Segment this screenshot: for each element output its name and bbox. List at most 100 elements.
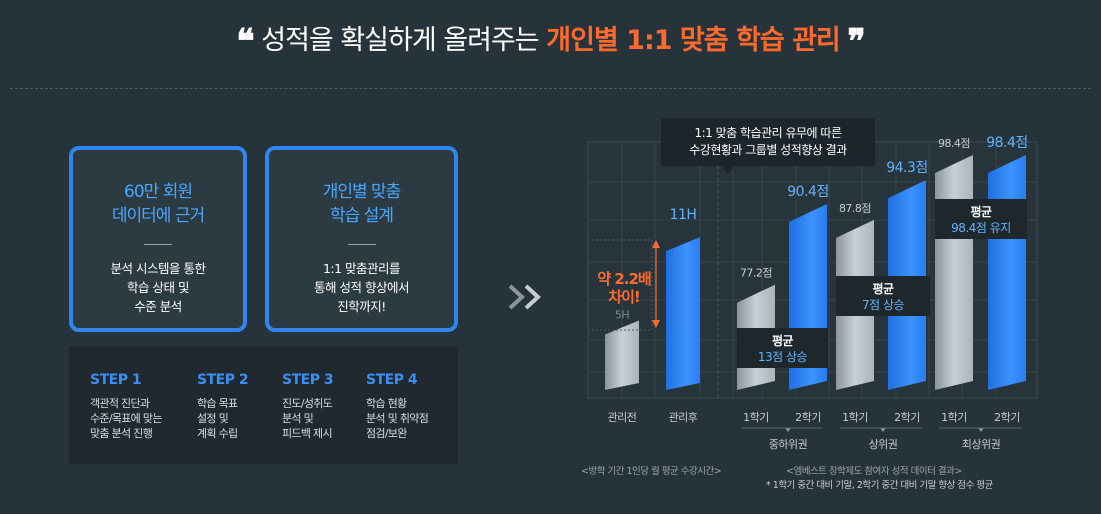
step-line: 설정 및 <box>197 412 229 425</box>
step-line: 맞춤 분석 진행 <box>90 427 153 440</box>
double-chevron-right-icon <box>508 284 541 310</box>
x-tick-label: 관리후 <box>669 411 698 424</box>
step-line: 분석 및 <box>282 412 314 425</box>
x-tick-label: 관리전 <box>608 411 637 424</box>
step-line: 분석 및 취약점 <box>366 412 429 425</box>
card-title-line: 학습 설계 <box>330 206 394 226</box>
x-tick-label: 2학기 <box>994 411 1020 424</box>
bar-value-label: 98.4점 <box>938 137 970 150</box>
callout-top: 평균 98.4점 유지 <box>935 199 1027 239</box>
gap-label: 약 2.2배 차이! <box>596 270 652 306</box>
card-desc-line: 1:1 맞춤관리를 <box>322 261 401 276</box>
callout-upper: 평균 7점 상승 <box>836 276 930 316</box>
step-4: STEP 4 학습 현황 분석 및 취약점 점검/보완 <box>366 372 429 441</box>
callout-value: 98.4점 유지 <box>951 221 1011 235</box>
card-description: 1:1 맞춤관리를 통해 성적 향상에서 진학까지! <box>269 259 454 316</box>
chart-title-bubble: 1:1 맞춤 학습관리 유무에 따른 수강현황과 그룹별 성적향상 결과 <box>661 118 875 166</box>
bar-value-label: 77.2점 <box>740 267 772 280</box>
card-title-line: 60만 회원 <box>124 182 193 202</box>
steps-panel: STEP 1 객관적 진단과 수준/목표에 맞는 맞춤 분석 진행 STEP 2… <box>69 346 458 464</box>
bar-value-label: 87.8점 <box>839 202 871 215</box>
step-label: STEP 3 <box>282 372 334 388</box>
x-tick-label: 2학기 <box>894 411 920 424</box>
step-2: STEP 2 학습 목표 설정 및 계획 수립 <box>197 372 249 441</box>
step-3: STEP 3 진도/성취도 분석 및 피드백 제시 <box>282 372 334 441</box>
headline-accent: 개인별 1:1 맞춤 학습 관리 <box>546 25 841 56</box>
card-desc-line: 통해 성적 향상에서 <box>314 280 409 295</box>
close-quote-icon: ❞ <box>847 22 865 62</box>
callout-title: 평균 <box>970 205 992 219</box>
callout-value: 13점 상승 <box>757 350 808 364</box>
bar-score-최상위권-1학기 <box>935 154 973 390</box>
step-label: STEP 2 <box>197 372 249 388</box>
step-label: STEP 1 <box>90 372 142 388</box>
step-text: 학습 현황 분석 및 취약점 점검/보완 <box>366 396 429 441</box>
bar-score-최상위권-2학기 <box>988 154 1026 390</box>
x-tick-label: 1학기 <box>743 411 769 424</box>
bar-value-label: 5H <box>615 309 629 322</box>
bar-hours-관리전 <box>605 320 639 390</box>
gap-arrow-down-icon <box>652 320 660 328</box>
step-text: 진도/성취도 분석 및 피드백 제시 <box>282 396 333 441</box>
gap-label-line: 약 2.2배 <box>597 270 651 288</box>
card-title: 개인별 맞춤 학습 설계 <box>269 180 454 228</box>
card-separator <box>144 244 172 245</box>
group-label: 상위권 <box>869 438 898 451</box>
callout-lower-mid: 평균 13점 상승 <box>737 328 828 368</box>
step-line: 계획 수립 <box>197 427 238 440</box>
bar-value-label: 94.3점 <box>886 160 928 176</box>
card-desc-line: 진학까지! <box>337 299 386 314</box>
step-line: 진도/성취도 <box>282 397 333 410</box>
card-title: 60만 회원 데이터에 근거 <box>73 180 243 228</box>
x-tick-label: 1학기 <box>941 411 967 424</box>
card-custom-plan: 개인별 맞춤 학습 설계 1:1 맞춤관리를 통해 성적 향상에서 진학까지! <box>265 146 458 332</box>
headline: ❝ 성적을 확실하게 올려주는 개인별 1:1 맞춤 학습 관리 ❞ <box>0 18 1101 62</box>
group-pointer-icon <box>880 428 886 432</box>
bubble-line: 수강현황과 그룹별 성적향상 결과 <box>689 143 847 157</box>
x-tick-label: 1학기 <box>842 411 868 424</box>
note-right: <엠베스트 장학제도 참여자 성적 데이터 결과> <box>786 466 962 477</box>
bar-value-label: 11H <box>670 207 697 223</box>
open-quote-icon: ❝ <box>236 22 254 62</box>
card-title-line: 데이터에 근거 <box>111 206 205 226</box>
card-title-line: 개인별 맞춤 <box>322 182 402 202</box>
step-1: STEP 1 객관적 진단과 수준/목표에 맞는 맞춤 분석 진행 <box>90 372 162 441</box>
dashed-divider <box>10 88 1091 89</box>
callout-title: 평균 <box>872 282 894 296</box>
bar-value-label: 90.4점 <box>787 184 829 200</box>
bubble-line: 1:1 맞춤 학습관리 유무에 따른 <box>694 126 842 140</box>
card-desc-line: 분석 시스템을 통한 <box>110 261 206 276</box>
card-desc-line: 학습 상태 및 <box>127 280 189 295</box>
step-line: 객관적 진단과 <box>90 397 150 410</box>
group-pointer-icon <box>785 428 791 432</box>
callout-title: 평균 <box>771 334 794 348</box>
bar-value-label: 98.4점 <box>986 135 1028 151</box>
step-label: STEP 4 <box>366 372 418 388</box>
bubble-tail <box>721 166 735 173</box>
note-right-sub: * 1학기 중간 대비 기말, 2학기 중간 대비 기말 향상 점수 평균 <box>766 477 993 491</box>
card-description: 분석 시스템을 통한 학습 상태 및 수준 분석 <box>73 259 243 316</box>
card-desc-line: 수준 분석 <box>134 299 182 314</box>
step-line: 점검/보완 <box>366 427 407 440</box>
headline-prefix: 성적을 확실하게 올려주는 <box>261 25 539 56</box>
note-left: <방학 기간 1인당 월 평균 수강시간> <box>581 466 722 477</box>
gap-label-line: 차이! <box>608 288 640 306</box>
group-pointer-icon <box>978 428 984 432</box>
callout-value: 7점 상승 <box>861 298 905 312</box>
group-label: 최상위권 <box>962 438 1000 451</box>
card-separator <box>347 244 376 245</box>
card-member-data: 60만 회원 데이터에 근거 분석 시스템을 통한 학습 상태 및 수준 분석 <box>69 146 247 332</box>
step-line: 피드백 제시 <box>282 427 333 440</box>
step-line: 수준/목표에 맞는 <box>90 412 162 425</box>
step-text: 학습 목표 설정 및 계획 수립 <box>197 396 248 441</box>
note-right-sub-text: * 1학기 중간 대비 기말, 2학기 중간 대비 기말 향상 점수 평균 <box>766 480 993 491</box>
group-label: 중하위권 <box>769 437 807 451</box>
step-text: 객관적 진단과 수준/목표에 맞는 맞춤 분석 진행 <box>90 396 162 441</box>
step-line: 학습 현황 <box>366 397 407 410</box>
gap-box <box>587 239 653 331</box>
step-line: 학습 목표 <box>197 397 238 410</box>
gap-arrow-up-icon <box>652 240 660 248</box>
bar-hours-관리후 <box>666 237 700 390</box>
x-tick-label: 2학기 <box>795 411 821 424</box>
